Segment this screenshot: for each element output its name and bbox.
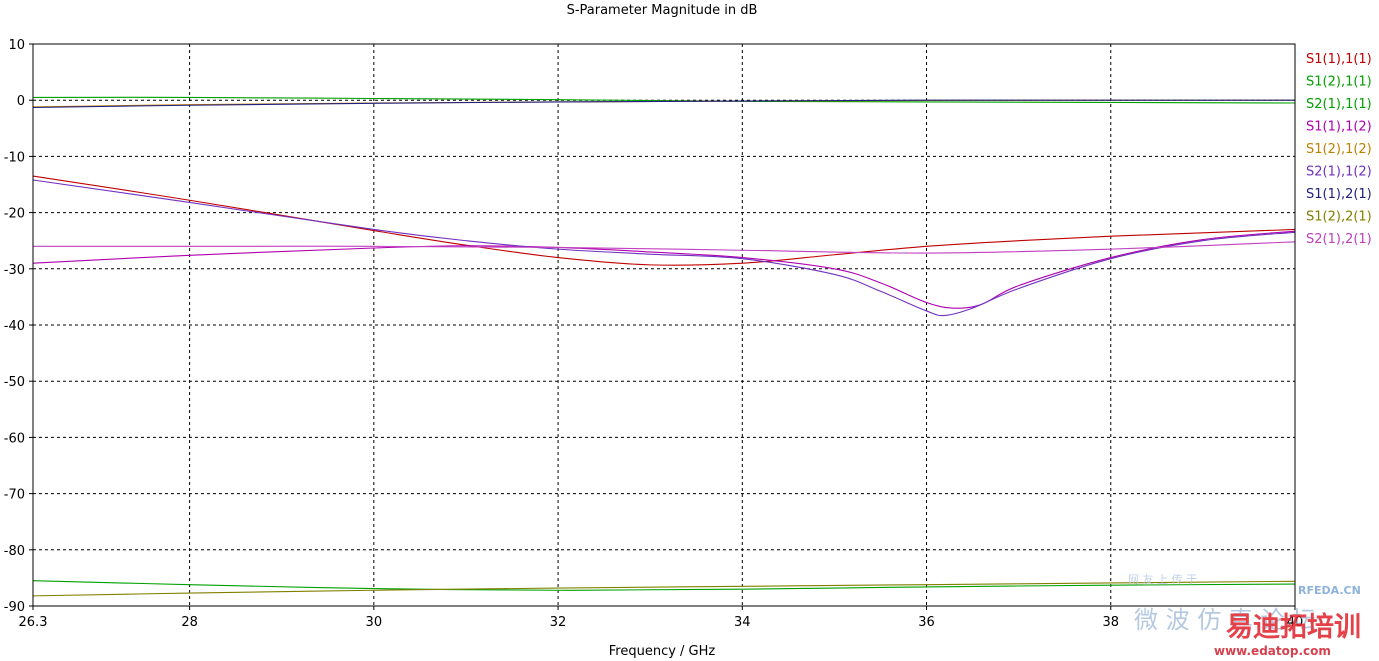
y-tick-label: -40 <box>4 319 25 334</box>
series-line-s2-1-1-1 <box>32 96 1296 104</box>
legend-entry-s2-1-1-2: S2(1),1(2) <box>1306 165 1372 180</box>
y-tick-label: -70 <box>4 488 25 503</box>
y-axis-ticks: 10 0 -10 -20 -30 -40 -50 -60 -70 -80 -90 <box>4 38 33 615</box>
grid <box>33 44 1295 606</box>
legend-entry-s2-1-1-1: S2(1),1(1) <box>1306 97 1372 112</box>
y-tick-label: -20 <box>4 207 25 222</box>
series-line-s1-2-1-1 <box>32 580 1296 591</box>
legend-entry-s1-2-1-2: S1(2),1(2) <box>1306 142 1372 157</box>
watermark-site-cn: 微 波 仿 真 论 坛 <box>1134 606 1316 634</box>
x-tick-label: 26.3 <box>19 615 48 630</box>
x-tick-label: 30 <box>366 615 383 630</box>
y-tick-label: 10 <box>8 38 25 53</box>
legend-entry-s1-1-1-1: S1(1),1(1) <box>1306 52 1372 67</box>
x-axis-ticks: 26.3 28 30 32 34 36 38 40 <box>19 606 1304 630</box>
x-axis-label: Frequency / GHz <box>609 644 716 659</box>
series-line-s2-1-2-1 <box>33 241 1296 254</box>
x-tick-label: 40 <box>1287 615 1304 630</box>
series-line-s1-1-1-2 <box>32 230 1296 309</box>
legend-entry-s1-2-1-1: S1(2),1(1) <box>1306 75 1372 90</box>
x-tick-label: 36 <box>918 615 935 630</box>
chart-title: S-Parameter Magnitude in dB <box>567 3 758 18</box>
series-line-s1-2-2-1 <box>32 580 1296 597</box>
watermark-rfeda: RFEDA.CN <box>1298 584 1361 597</box>
watermark-tagline: 网 友 上 传 于 <box>1128 572 1197 586</box>
watermark-brand: 易迪拓培训 <box>1226 612 1361 643</box>
legend-entry-s2-1-2-1: S2(1),2(1) <box>1306 232 1372 247</box>
watermark-url: www.edatop.com <box>1214 644 1331 658</box>
y-tick-label: -80 <box>4 544 25 559</box>
legend-entry-s1-1-2-1: S1(1),2(1) <box>1306 187 1372 202</box>
legend-entry-s1-1-1-2: S1(1),1(2) <box>1306 120 1372 135</box>
y-tick-label: -50 <box>4 375 25 390</box>
legend-entry-s1-2-2-1: S1(2),2(1) <box>1306 210 1372 225</box>
y-tick-label: -60 <box>4 431 25 446</box>
y-tick-label: -10 <box>4 150 25 165</box>
watermark: 网 友 上 传 于 RFEDA.CN 微 波 仿 真 论 坛 易迪拓培训 www… <box>1128 572 1361 658</box>
x-tick-label: 38 <box>1102 615 1119 630</box>
series-line-s2-1-1-2 <box>32 179 1296 317</box>
legend: S1(1),1(1) S1(2),1(1) S2(1),1(1) S1(1),1(2)… <box>1306 52 1372 247</box>
y-tick-label: 0 <box>17 94 25 109</box>
x-tick-label: 34 <box>734 615 751 630</box>
series-line-s1-1-2-1 <box>32 99 1295 109</box>
series-lines <box>32 96 1296 597</box>
y-tick-label: -90 <box>4 600 25 615</box>
x-tick-label: 32 <box>550 615 567 630</box>
x-tick-label: 28 <box>181 615 198 630</box>
y-tick-label: -30 <box>4 263 25 278</box>
